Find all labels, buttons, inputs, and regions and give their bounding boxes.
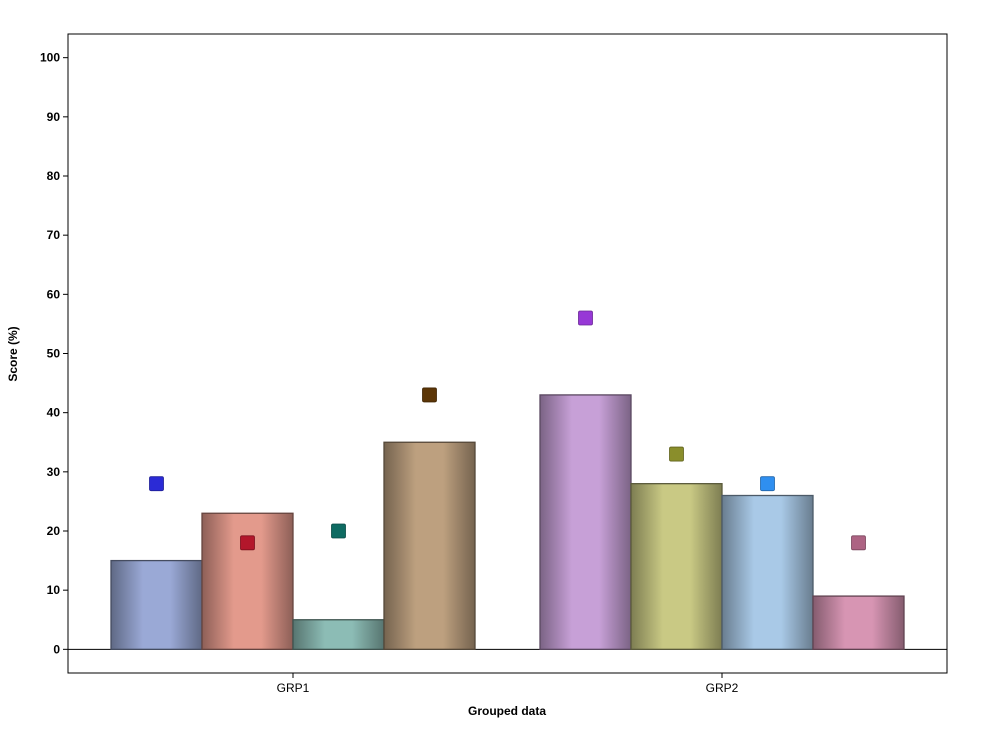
marker-grp1-4 xyxy=(422,387,437,403)
y-axis-title: Score (%) xyxy=(6,326,20,381)
y-tick-label: 80 xyxy=(47,169,61,183)
marker-grp2-4 xyxy=(851,535,866,551)
bar-grp1-2 xyxy=(201,512,294,650)
y-tick-label: 100 xyxy=(40,51,60,65)
x-tick-label: GRP2 xyxy=(706,681,739,695)
marker-grp1-2 xyxy=(240,535,255,551)
y-tick-label: 10 xyxy=(47,583,61,597)
marker-grp2-2 xyxy=(669,446,684,462)
y-tick-label: 90 xyxy=(47,110,61,124)
bar-grp1-1 xyxy=(110,559,203,650)
y-tick-label: 30 xyxy=(47,465,61,479)
marker-grp1-1 xyxy=(149,476,164,492)
y-tick-label: 40 xyxy=(47,406,61,420)
bar-grp2-3 xyxy=(721,494,814,650)
bar-grp1-4 xyxy=(383,441,476,650)
y-tick-label: 70 xyxy=(47,228,61,242)
marker-grp2-3 xyxy=(760,476,775,492)
y-tick-label: 50 xyxy=(47,347,61,361)
marker-grp2-1 xyxy=(578,310,593,326)
marker-grp1-3 xyxy=(331,523,346,539)
bar-grp1-3 xyxy=(292,619,385,650)
bar-grp2-4 xyxy=(812,595,905,650)
y-tick-label: 20 xyxy=(47,524,61,538)
bar-grp2-1 xyxy=(539,394,632,650)
x-tick-label: GRP1 xyxy=(277,681,310,695)
markers-layer xyxy=(149,310,866,551)
y-tick-label: 60 xyxy=(47,287,61,301)
x-axis-title: Grouped data xyxy=(468,704,546,718)
x-axis: GRP1 GRP2 xyxy=(277,673,739,695)
y-tick-label: 0 xyxy=(53,642,60,656)
bar-grp2-2 xyxy=(630,483,723,650)
